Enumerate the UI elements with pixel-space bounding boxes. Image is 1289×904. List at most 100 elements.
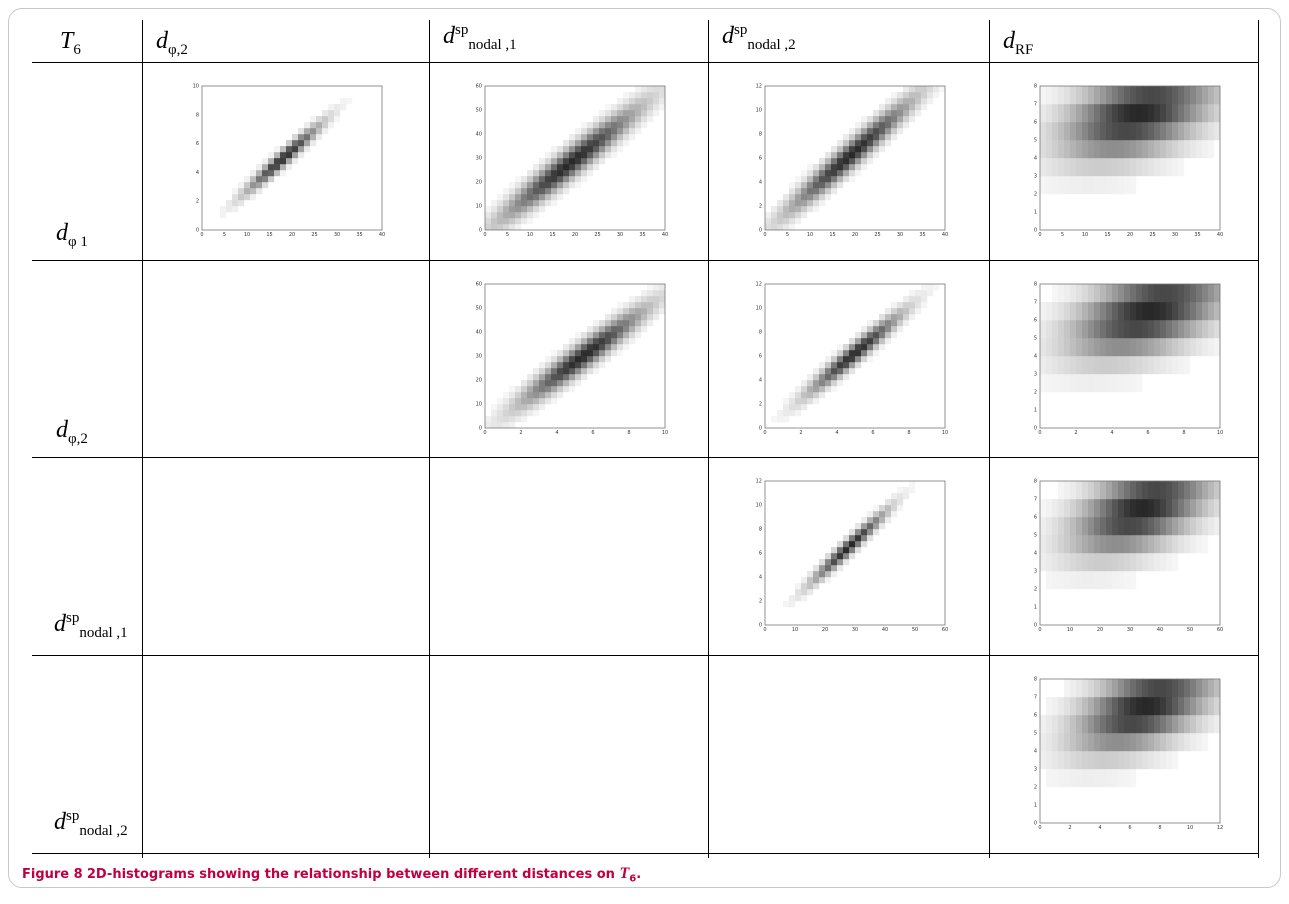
- y-tick-label: 12: [756, 479, 762, 485]
- histogram-cell: [801, 583, 808, 590]
- histogram-cell: [903, 314, 910, 321]
- histogram-cell: [1136, 158, 1143, 177]
- histogram-cell: [515, 392, 522, 399]
- histogram-cell: [1178, 86, 1185, 105]
- histogram-cell: [551, 356, 558, 363]
- histogram-cell: [849, 170, 856, 177]
- plot-frame: [201, 85, 383, 231]
- histogram-cell: [909, 92, 916, 99]
- histogram-cell: [581, 350, 588, 357]
- histogram-cell: [521, 194, 528, 201]
- histogram-cell: [605, 146, 612, 153]
- histogram-cell: [521, 410, 528, 417]
- histogram-cell: [1070, 338, 1077, 357]
- histogram-cell: [533, 164, 540, 171]
- histogram-cell: [855, 535, 862, 542]
- histogram-cell: [1094, 158, 1101, 177]
- histogram-cell: [611, 140, 618, 147]
- histogram-cell: [1052, 122, 1059, 141]
- histogram-cell: [813, 176, 820, 183]
- histogram-cell: [909, 110, 916, 117]
- histogram-cell: [783, 218, 790, 225]
- histogram-cell: [1136, 320, 1143, 339]
- x-tick-label: 2: [1074, 430, 1077, 436]
- histogram-cell: [783, 416, 790, 423]
- histogram-cell: [539, 206, 546, 213]
- histogram-cell: [909, 98, 916, 105]
- x-tick-label: 0: [1038, 430, 1041, 436]
- x-tick-label: 60: [942, 627, 948, 633]
- histogram-cell: [503, 410, 510, 417]
- histogram-cell: [1142, 751, 1149, 770]
- histogram-cell: [1046, 697, 1053, 716]
- histogram-cell: [795, 583, 802, 590]
- histogram-cell: [599, 356, 606, 363]
- histogram-cell: [1076, 715, 1083, 734]
- histogram-cell: [1064, 517, 1071, 536]
- histogram-cell: [1160, 553, 1167, 572]
- histogram-cell: [1172, 517, 1179, 536]
- histogram-cell: [1070, 769, 1077, 788]
- histogram-cell: [1088, 571, 1095, 590]
- histogram-cell: [1166, 338, 1173, 357]
- histogram-cell: [1190, 481, 1197, 500]
- histogram-cell: [629, 338, 636, 345]
- histogram-cell: [623, 344, 630, 351]
- y-tick-label: 4: [759, 378, 762, 384]
- histogram-cell: [1064, 751, 1071, 770]
- y-tick-label: 4: [196, 170, 199, 176]
- histogram-cell: [1052, 769, 1059, 788]
- histogram-cell: [873, 110, 880, 117]
- y-tick-label: 8: [196, 112, 199, 118]
- histogram-cell: [1052, 499, 1059, 518]
- histogram-cell: [641, 290, 648, 297]
- histogram-cell: [1136, 715, 1143, 734]
- histogram-cell: [1190, 679, 1197, 698]
- histogram-cell: [1112, 302, 1119, 321]
- histogram-cell: [250, 182, 257, 189]
- histogram-cell: [1190, 104, 1197, 123]
- histogram-cell: [879, 122, 886, 129]
- histogram-cell: [1190, 715, 1197, 734]
- histogram-cell: [533, 194, 540, 201]
- histogram-cell: [1046, 571, 1053, 590]
- histogram-cell: [629, 308, 636, 315]
- histogram-cell: [557, 350, 564, 357]
- histogram-cell: [831, 188, 838, 195]
- histogram-cell: [921, 284, 928, 291]
- histogram-cell: [813, 386, 820, 393]
- histogram-cell: [1082, 679, 1089, 698]
- histogram-cell: [1040, 176, 1047, 195]
- histogram-cell: [557, 146, 564, 153]
- histogram-cell: [879, 344, 886, 351]
- histogram-cell: [801, 595, 808, 602]
- histogram-cell: [783, 224, 790, 231]
- histogram-cell: [1136, 356, 1143, 375]
- histogram-cell: [617, 110, 624, 117]
- histogram-cell: [1142, 697, 1149, 716]
- histogram-cell: [1124, 338, 1131, 357]
- histogram-cell: [1112, 320, 1119, 339]
- histogram-cell: [515, 182, 522, 189]
- histogram-cell: [1046, 320, 1053, 339]
- histogram-cell: [515, 200, 522, 207]
- histogram-cell: [1106, 320, 1113, 339]
- histogram-cell: [1082, 302, 1089, 321]
- histogram-cell: [831, 553, 838, 560]
- histogram-cell: [232, 206, 239, 213]
- histogram-cell: [491, 410, 498, 417]
- histogram-cell: [897, 122, 904, 129]
- histogram-cell: [515, 398, 522, 405]
- histogram-cell: [605, 140, 612, 147]
- histogram-cell: [605, 122, 612, 129]
- histogram-cell: [533, 398, 540, 405]
- histogram-cell: [1112, 733, 1119, 752]
- histogram-cell: [795, 218, 802, 225]
- histogram-cell: [891, 308, 898, 315]
- histogram-cell: [1148, 320, 1155, 339]
- histogram-cell: [855, 128, 862, 135]
- histogram-cell: [545, 194, 552, 201]
- histogram-cell: [629, 296, 636, 303]
- histogram-cell: [825, 152, 832, 159]
- histogram-cell: [1208, 104, 1215, 123]
